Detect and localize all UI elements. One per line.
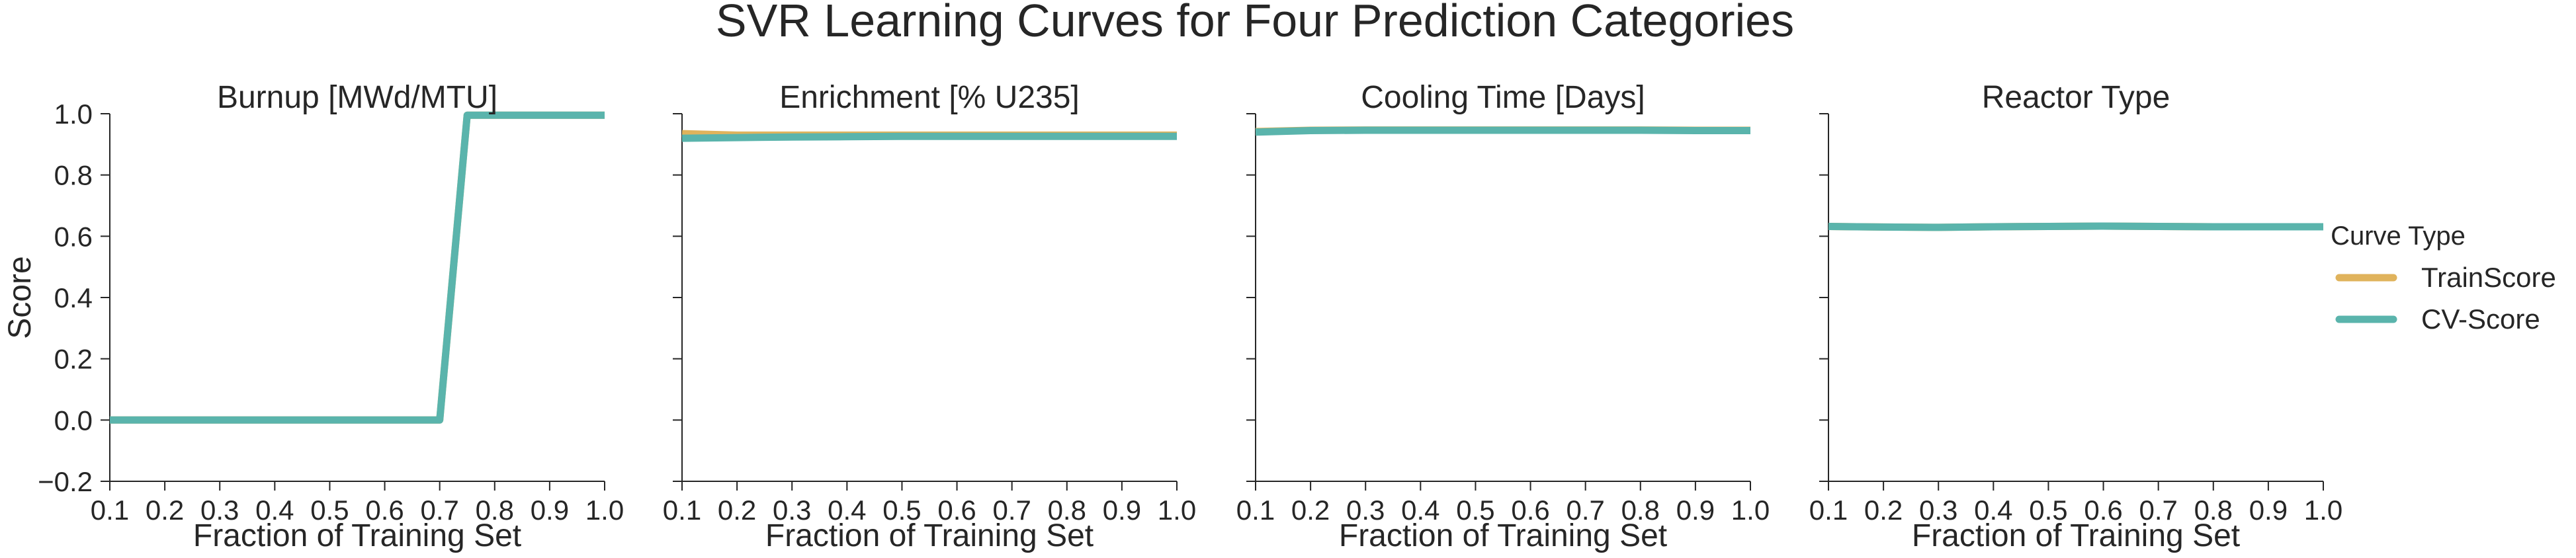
y-tick-label: 1.0	[54, 99, 93, 130]
x-tick-label: 0.9	[531, 495, 569, 526]
x-tick-label: 0.7	[1566, 495, 1604, 526]
series-line-cv-score	[681, 132, 1177, 142]
x-tick-label: 0.6	[365, 495, 404, 526]
x-tick-label: 0.8	[2194, 495, 2233, 526]
x-tick-label: 0.6	[2084, 495, 2122, 526]
x-tick-label: 0.5	[310, 495, 349, 526]
x-tick-label: 0.8	[1048, 495, 1086, 526]
legend-label-trainscore: TrainScore	[2421, 262, 2556, 293]
x-tick-label: 0.4	[828, 495, 866, 526]
y-tick-label: 0.0	[54, 405, 93, 436]
x-tick-label: 0.4	[255, 495, 294, 526]
x-tick-label: 0.2	[146, 495, 184, 526]
subplot-panels: −0.2 0.0 0.2 0.4 0.6 0.8 1.0 0.1 0.2 0.3 0.4 0.5 0.6…	[3, 80, 2342, 553]
x-tick-label: 0.2	[1864, 495, 1903, 526]
x-tick-label: 0.5	[1456, 495, 1494, 526]
x-tick-label: 0.5	[2029, 495, 2067, 526]
x-tick-label: 0.9	[1676, 495, 1715, 526]
subplot-enrichment-u235: 0.1 0.2 0.3 0.4 0.5 0.6 0.7 0.8 0.9 1.0 Enrichment…	[663, 80, 1196, 553]
x-tick-label: 0.8	[1621, 495, 1660, 526]
x-tick-label: 0.2	[1291, 495, 1330, 526]
subplot-reactor-type: 0.1 0.2 0.3 0.4 0.5 0.6 0.7 0.8 0.9 1.0 Reactor Ty…	[1809, 80, 2342, 553]
y-tick-label: 0.2	[54, 344, 93, 375]
series-line-cv-score	[1828, 222, 2323, 231]
subplot-burnup-mwd-mtu: −0.2 0.0 0.2 0.4 0.6 0.8 1.0 0.1 0.2 0.3 0.4 0.5 0.6…	[3, 80, 624, 553]
x-axis-label: Fraction of Training Set	[193, 518, 521, 553]
legend-label-cv-score: CV-Score	[2421, 303, 2540, 335]
x-tick-label: 0.1	[663, 495, 701, 526]
x-tick-label: 0.1	[1236, 495, 1275, 526]
x-tick-label: 0.1	[1809, 495, 1848, 526]
figure-title: SVR Learning Curves for Four Prediction …	[716, 0, 1794, 46]
x-tick-label: 0.7	[992, 495, 1031, 526]
x-axis-label: Fraction of Training Set	[1912, 518, 2240, 553]
x-tick-label: 1.0	[1158, 495, 1196, 526]
x-tick-label: 0.9	[1103, 495, 1141, 526]
x-tick-label: 0.7	[2139, 495, 2177, 526]
legend: Curve Type TrainScore CV-Score	[2331, 221, 2556, 335]
subplot-title: Burnup [MWd/MTU]	[217, 80, 497, 115]
x-tick-label: 0.5	[882, 495, 921, 526]
x-axis-label: Fraction of Training Set	[765, 518, 1094, 553]
subplot-title: Cooling Time [Days]	[1361, 80, 1645, 115]
x-tick-label: 0.7	[420, 495, 458, 526]
subplot-title: Reactor Type	[1982, 80, 2170, 115]
x-tick-label: 0.9	[2249, 495, 2288, 526]
x-tick-label: 0.8	[476, 495, 514, 526]
y-tick-label: −0.2	[38, 466, 93, 497]
x-tick-label: 0.3	[1919, 495, 1957, 526]
y-tick-label: 0.6	[54, 221, 93, 252]
x-axis-label: Fraction of Training Set	[1339, 518, 1667, 553]
x-tick-label: 0.6	[937, 495, 976, 526]
subplot-title: Enrichment [% U235]	[779, 80, 1080, 115]
y-tick-label: 0.8	[54, 160, 93, 191]
x-tick-label: 0.1	[91, 495, 129, 526]
x-tick-label: 0.4	[1401, 495, 1439, 526]
legend-title: Curve Type	[2331, 221, 2466, 251]
x-tick-label: 1.0	[585, 495, 624, 526]
y-tick-label: 0.4	[54, 282, 93, 313]
x-tick-label: 0.6	[1511, 495, 1549, 526]
x-tick-label: 0.4	[1974, 495, 2012, 526]
x-tick-label: 0.3	[200, 495, 239, 526]
subplot-cooling-time-days: 0.1 0.2 0.3 0.4 0.5 0.6 0.7 0.8 0.9 1.0 Cooling Ti…	[1236, 80, 1770, 553]
series-line-cv-score	[110, 111, 605, 424]
x-tick-label: 0.3	[1346, 495, 1385, 526]
x-tick-label: 1.0	[2304, 495, 2342, 526]
series-line-cv-score	[1255, 126, 1750, 136]
y-axis-label: Score	[3, 256, 38, 339]
x-tick-label: 0.3	[773, 495, 811, 526]
x-tick-label: 1.0	[1731, 495, 1770, 526]
series-line-trainscore	[110, 111, 605, 424]
x-tick-label: 0.2	[718, 495, 756, 526]
